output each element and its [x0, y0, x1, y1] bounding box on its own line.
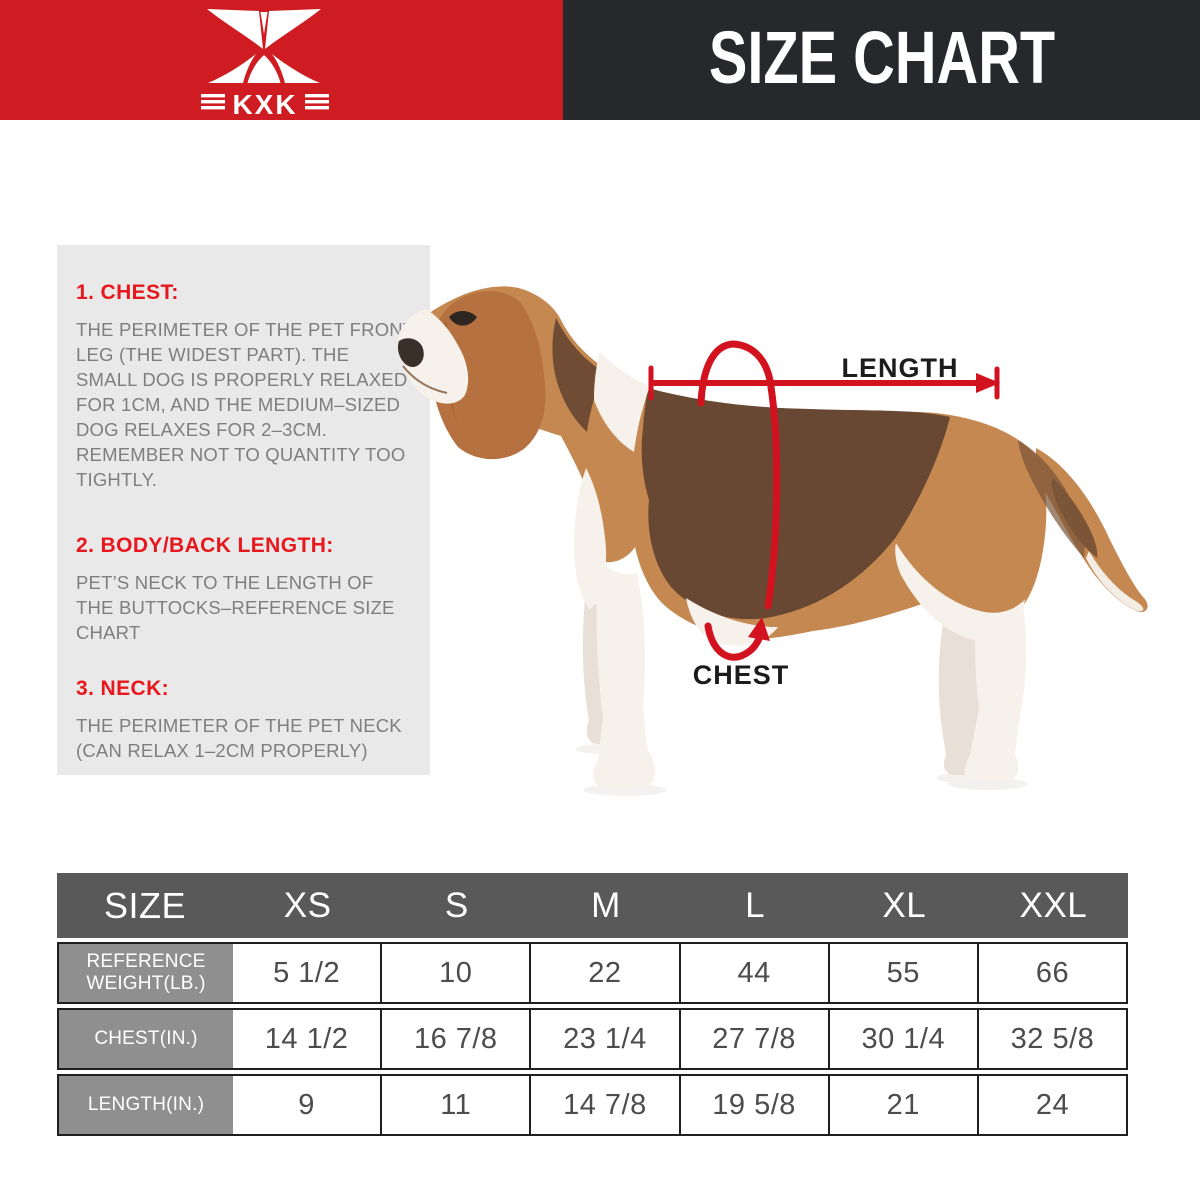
dog-ear: [430, 291, 546, 460]
weight-s: 10: [380, 944, 529, 1002]
weight-m: 22: [529, 944, 678, 1002]
dog-rump-streak: [1018, 440, 1085, 558]
col-header-xl: XL: [882, 885, 927, 925]
size-table: SIZE XS S M L XL XXL REFERENCE WEIGHT(LB…: [57, 873, 1128, 1136]
length-l: 19 5/8: [678, 1076, 828, 1134]
logo-text: KXK: [232, 89, 297, 120]
section-body-neck: THE PERIMETER OF THE PET NECK (CAN RELAX…: [76, 715, 402, 761]
chest-m: 23 1/4: [529, 1010, 678, 1068]
row-label-chest: CHEST(IN.): [59, 1010, 233, 1068]
measurement-annotations: [648, 340, 1000, 661]
triple-bar-icon: [201, 94, 329, 110]
page-title: SIZE CHART: [708, 16, 1055, 99]
weight-xl: 55: [827, 944, 977, 1002]
length-s: 11: [380, 1076, 529, 1134]
chest-xxl: 32 5/8: [976, 1010, 1126, 1068]
dog-nose: [397, 338, 424, 368]
section-heading-neck: 3. NECK:: [76, 677, 170, 700]
dog-near-front-leg: [593, 558, 656, 789]
weight-xxl: 66: [976, 944, 1126, 1002]
length-arrowhead: [976, 373, 1000, 393]
dog-muzzle-white: [398, 309, 469, 404]
row-label-weight: REFERENCE WEIGHT(LB.): [59, 944, 233, 1002]
length-xl: 21: [827, 1076, 977, 1134]
dog-eye: [449, 311, 477, 326]
chest-label: CHEST: [693, 660, 790, 690]
measuring-instructions-panel: 1. CHEST: THE PERIMETER OF THE PET FRONT…: [57, 245, 430, 775]
table-row-length: LENGTH(IN.) 9 11 14 7/8 19 5/8 21 24: [57, 1074, 1128, 1136]
dog-mouth-line: [402, 365, 448, 394]
col-header-size: SIZE: [103, 884, 186, 926]
col-header-s: S: [444, 885, 469, 925]
length-xxl: 24: [976, 1076, 1126, 1134]
length-label: LENGTH: [842, 353, 959, 383]
section-heading-body-length: 2. BODY/BACK LENGTH:: [76, 534, 334, 557]
title-band: SIZE CHART: [563, 0, 1200, 120]
chest-l: 27 7/8: [678, 1010, 828, 1068]
col-header-l: L: [745, 885, 766, 925]
col-header-xxl: XXL: [1019, 885, 1088, 925]
size-table-header-row: SIZE XS S M L XL XXL: [57, 873, 1128, 938]
weight-xs: 5 1/2: [273, 956, 341, 989]
table-row-weight: REFERENCE WEIGHT(LB.) 5 1/2 10 22 44 55 …: [57, 942, 1128, 1004]
chest-s: 16 7/8: [380, 1010, 529, 1068]
logo-x-icon: [207, 9, 321, 83]
length-xs: 9: [298, 1088, 315, 1121]
chest-xs: 14 1/2: [264, 1022, 349, 1055]
weight-l: 44: [678, 944, 828, 1002]
chest-curve-arrow: [704, 622, 764, 661]
brand-logo: KXK: [201, 9, 329, 120]
header-banner: SIZE CHART KXK: [0, 0, 1200, 120]
section-body-chest: THE PERIMETER OF THE PET FRONT LEG (THE …: [76, 319, 415, 490]
table-row-chest: CHEST(IN.) 14 1/2 16 7/8 23 1/4 27 7/8 3…: [57, 1008, 1128, 1070]
row-label-length: LENGTH(IN.): [59, 1076, 233, 1134]
dog-saddle-patch: [641, 388, 950, 620]
chest-xl: 30 1/4: [827, 1010, 977, 1068]
section-body-body-length: PET’S NECK TO THE LENGTH OF THE BUTTOCKS…: [76, 572, 395, 643]
dog-tail-white-tip: [1086, 551, 1144, 612]
dog-measurement-diagram: LENGTH CHEST: [397, 286, 1148, 796]
section-heading-chest: 1. CHEST:: [76, 281, 179, 304]
length-m: 14 7/8: [529, 1076, 678, 1134]
dog-neck-blaze: [594, 352, 650, 452]
dog-neck-dark-patch: [552, 318, 604, 432]
col-header-m: M: [591, 885, 621, 925]
col-header-xs: XS: [283, 885, 332, 925]
chest-curve-arrowhead: [748, 617, 770, 641]
dog-near-hind-leg: [964, 602, 1027, 781]
chest-girth-loop: [697, 340, 781, 610]
